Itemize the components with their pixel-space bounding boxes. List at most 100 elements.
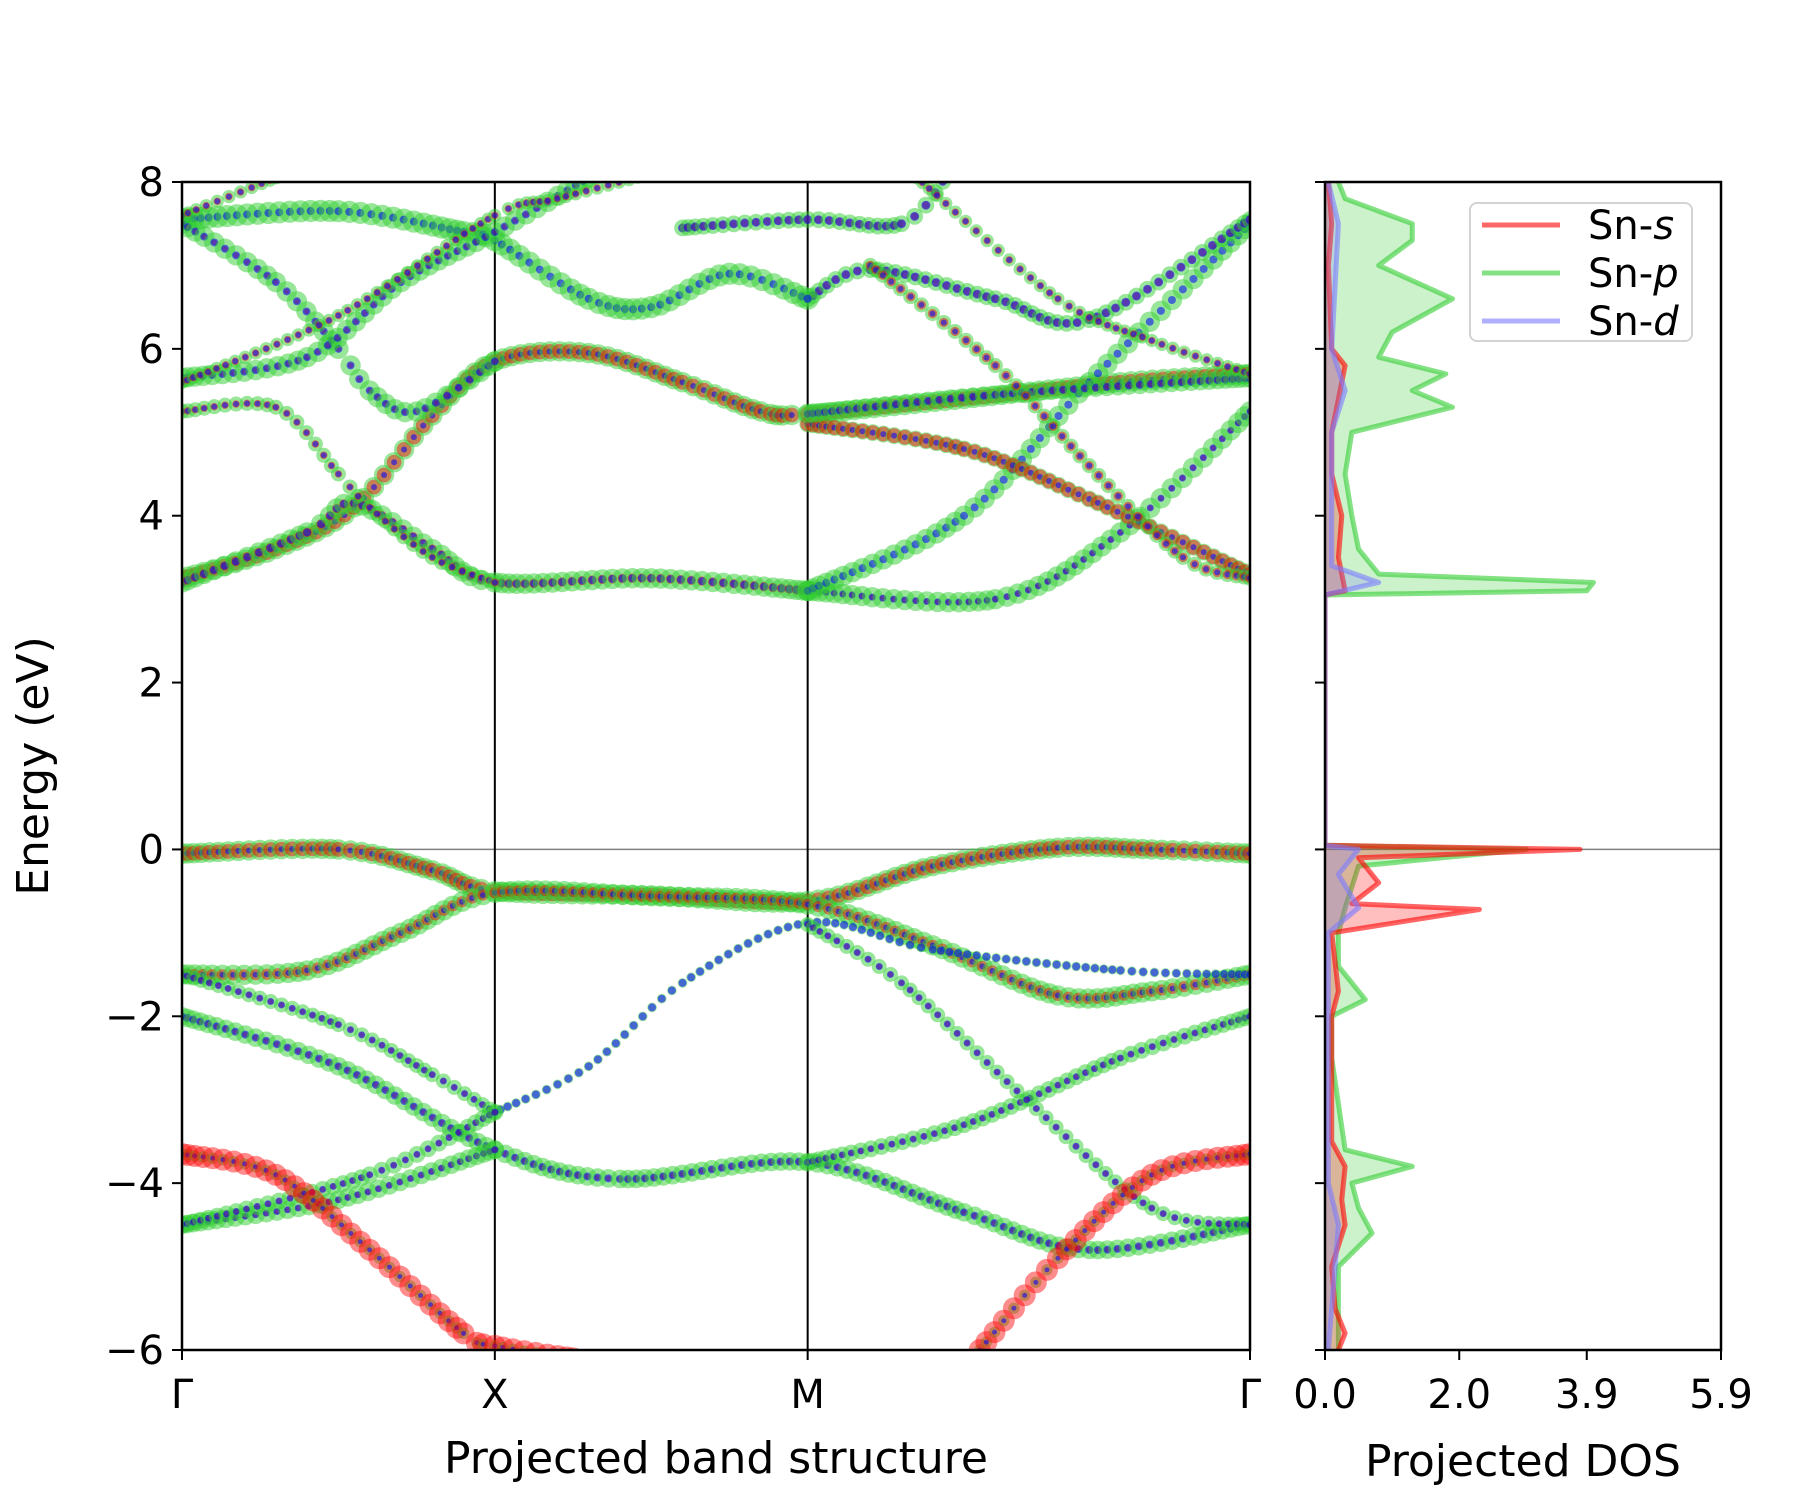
band-point-d — [301, 1190, 307, 1196]
band-point-d — [328, 462, 335, 469]
band-point-d — [492, 1343, 498, 1349]
band-point-d — [1032, 402, 1039, 409]
band-point-d — [1099, 965, 1108, 974]
band — [490, 917, 1250, 1118]
band-point-d — [490, 357, 499, 366]
band-point-d — [366, 1171, 374, 1179]
band-point-d — [213, 365, 220, 372]
band-point-s — [956, 1353, 978, 1375]
band-point-p — [1239, 401, 1250, 422]
band-point-d — [943, 1020, 951, 1028]
band-point-d — [374, 289, 381, 296]
band — [182, 395, 503, 590]
band-point-d — [1103, 359, 1112, 368]
band-point-s — [472, 1333, 495, 1350]
band-point-d — [1094, 499, 1101, 506]
band-point-d — [1192, 353, 1199, 360]
band-point-d — [370, 484, 377, 491]
legend-label: Sn-s — [1588, 203, 1674, 249]
band-point-d — [1178, 474, 1186, 482]
y-tick-label: −6 — [105, 1328, 164, 1374]
band-point-d — [602, 1047, 611, 1056]
kpoint-label: Γ — [171, 1372, 194, 1418]
band-point-d — [934, 192, 941, 199]
band-point-d — [450, 1083, 458, 1091]
band-point-d — [319, 1185, 327, 1193]
band-point-d — [857, 925, 866, 934]
band-point-d — [895, 938, 904, 947]
band-point-d — [840, 920, 849, 929]
band-point-d — [1132, 291, 1142, 301]
band-point-d — [344, 307, 351, 314]
band-point-p — [1243, 367, 1250, 381]
band-point-d — [355, 493, 362, 500]
band-point-d — [849, 426, 856, 433]
band-point-d — [930, 1130, 938, 1138]
band-point-d — [295, 331, 302, 338]
band-point-d — [1050, 423, 1057, 430]
band-point-p — [958, 1361, 969, 1372]
band-point-d — [193, 206, 200, 213]
band-point-d — [973, 346, 980, 353]
band-point-d — [491, 212, 498, 219]
band-point-s — [647, 170, 655, 178]
band-point-p — [263, 182, 277, 187]
band-point-d — [286, 1194, 294, 1202]
band-point-d — [1052, 960, 1061, 969]
band-point-d — [1022, 392, 1029, 399]
band-point-d — [414, 262, 421, 269]
band-point-d — [435, 1139, 443, 1147]
band-point-d — [678, 978, 687, 987]
band-point-d — [491, 1108, 499, 1116]
band-point-s — [272, 174, 280, 182]
band-point-d — [325, 317, 332, 324]
band-point-d — [879, 272, 886, 279]
band-point-d — [1072, 318, 1082, 328]
band-point-s — [1242, 846, 1250, 861]
band-point-d — [292, 1183, 298, 1189]
band-point-d — [231, 1159, 237, 1165]
band-point-d — [1161, 968, 1170, 977]
dos-line-d — [1325, 182, 1382, 1350]
legend-label: Sn-d — [1588, 299, 1679, 345]
band-point-d — [1178, 285, 1187, 294]
band-point-d — [1211, 970, 1220, 979]
band-point-d — [1095, 318, 1102, 325]
band-point-d — [390, 1161, 398, 1169]
dos-fill-p — [1325, 182, 1594, 1350]
band-point-d — [571, 1356, 576, 1361]
band-point-d — [1006, 256, 1013, 263]
band-point-d — [232, 1208, 240, 1216]
band-point-d — [1159, 1167, 1165, 1173]
band-point-d — [273, 341, 280, 348]
band-point-p — [934, 182, 952, 190]
band-point-d — [1002, 955, 1011, 964]
band-point-d — [877, 1143, 885, 1151]
band-point-d — [329, 1214, 335, 1220]
band-point-d — [263, 345, 270, 352]
band-point-d — [1105, 482, 1112, 489]
band-point-d — [1001, 1318, 1007, 1324]
band-point-d — [744, 939, 753, 948]
band-point-d — [562, 193, 569, 200]
band-point-d — [335, 312, 342, 319]
dos-line-s — [1325, 182, 1583, 1350]
band-point-d — [611, 1039, 620, 1048]
band-point-d — [1046, 289, 1053, 296]
band-point-d — [1125, 503, 1132, 510]
band-point-d — [1054, 411, 1063, 420]
band-point-d — [960, 511, 969, 520]
band-point-d — [185, 1152, 191, 1158]
band-point-s — [586, 175, 592, 181]
band — [182, 880, 1250, 1009]
band-point-d — [963, 950, 972, 959]
band-point-d — [500, 1344, 506, 1350]
band-point-d — [452, 236, 459, 243]
band-point-d — [335, 846, 342, 853]
band-point-d — [920, 1132, 928, 1140]
band-point-d — [424, 255, 431, 262]
band-point-d — [401, 1156, 409, 1164]
band-point-p — [961, 1358, 972, 1369]
band-point-d — [1150, 968, 1159, 977]
